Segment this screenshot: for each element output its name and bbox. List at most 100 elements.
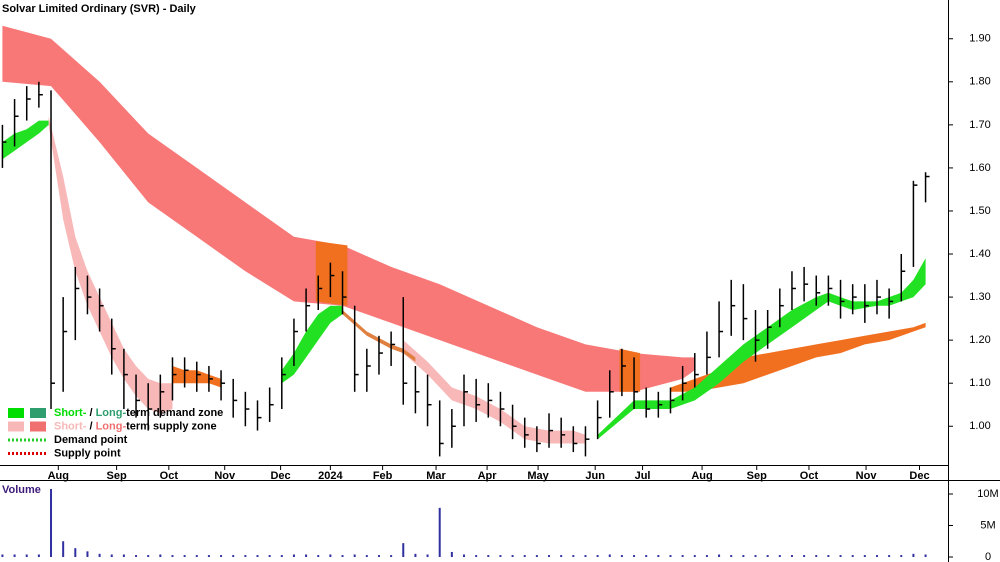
volume-bar xyxy=(681,555,684,557)
x-tick-label: Aug xyxy=(691,470,712,482)
volume-bar xyxy=(912,553,915,557)
legend-label-part: term demand zone xyxy=(126,407,223,419)
y-tick-label: 10M xyxy=(977,488,998,500)
y-tick-label: 1.80 xyxy=(969,76,990,88)
volume-bar xyxy=(171,555,174,557)
x-tick-label: Feb xyxy=(373,470,393,482)
x-tick-label: Mar xyxy=(426,470,446,482)
volume-bar xyxy=(135,555,138,557)
volume-bar xyxy=(608,554,611,557)
y-tick-label: 1.10 xyxy=(969,377,990,389)
volume-bar xyxy=(888,555,891,557)
x-tick-label: Aug xyxy=(48,470,69,482)
volume-bar xyxy=(426,554,429,557)
volume-bar xyxy=(560,555,563,557)
volume-bar xyxy=(402,543,405,557)
volume-bar xyxy=(548,555,551,557)
x-tick-label: Jun xyxy=(585,470,605,482)
volume-bar xyxy=(620,555,623,557)
y-tick-label: 1.40 xyxy=(969,248,990,260)
volume-bar xyxy=(475,555,478,557)
x-tick-label: Nov xyxy=(856,470,878,482)
volume-bar xyxy=(742,555,745,557)
zone-band xyxy=(281,305,343,384)
volume-bar xyxy=(244,555,247,557)
y-tick-label: 1.70 xyxy=(969,119,990,131)
zone-band xyxy=(597,258,926,440)
volume-bar xyxy=(511,555,514,557)
legend-swatch xyxy=(30,421,46,432)
x-tick-label: 2024 xyxy=(318,470,343,482)
volume-bar xyxy=(827,555,830,557)
volume-bar xyxy=(159,554,162,557)
y-tick-label: 1.90 xyxy=(969,33,990,45)
volume-bar xyxy=(50,488,53,557)
volume-bar xyxy=(718,554,721,557)
y-tick-label: 1.60 xyxy=(969,162,990,174)
volume-bar xyxy=(74,548,77,557)
volume-bar xyxy=(657,555,660,557)
volume-bar xyxy=(645,555,648,557)
legend-label-part: term supply zone xyxy=(126,420,216,432)
volume-bar xyxy=(790,555,793,557)
volume-panel: 0 5M 10M xyxy=(1,488,999,562)
x-tick-label: Jul xyxy=(635,470,651,482)
volume-bar xyxy=(803,555,806,557)
x-tick-label: Apr xyxy=(478,470,498,482)
volume-bar xyxy=(110,554,113,557)
volume-bar xyxy=(499,555,502,557)
volume-bar xyxy=(851,555,854,557)
volume-bar xyxy=(353,554,356,557)
y-tick-label: 1.20 xyxy=(969,334,990,346)
volume-bar xyxy=(220,555,223,557)
legend-label-part: Short- xyxy=(54,420,87,432)
volume-bar xyxy=(268,555,271,557)
volume-bar xyxy=(523,555,526,557)
volume-bar xyxy=(924,554,927,557)
zone-band xyxy=(403,340,586,444)
volume-bar xyxy=(147,555,150,557)
volume-bar xyxy=(839,555,842,557)
price-panel: 1.00 1.10 1.20 1.30 1.40 1.50 1.60 1.70 1.80 1.90… xyxy=(1,25,991,482)
x-tick-label: Dec xyxy=(909,470,929,482)
volume-bar xyxy=(25,554,28,557)
legend-label: Short- / Long-term demand zone xyxy=(54,407,223,419)
legend-label-part: / xyxy=(86,407,95,419)
volume-bar xyxy=(535,555,538,557)
y-tick-label: 5M xyxy=(980,519,995,531)
volume-bar xyxy=(37,554,40,557)
volume-bar xyxy=(693,555,696,557)
volume-bar xyxy=(207,555,210,557)
legend-label: Short- / Long-term supply zone xyxy=(54,420,217,432)
volume-bar xyxy=(438,507,441,557)
volume-bar xyxy=(98,553,101,557)
x-tick-label: Sep xyxy=(747,470,767,482)
volume-bar xyxy=(329,554,332,557)
y-tick-label: 0 xyxy=(985,551,991,562)
volume-bar xyxy=(450,551,453,557)
volume-bar xyxy=(86,551,89,557)
zone-band xyxy=(670,322,926,392)
zone-band xyxy=(315,241,348,306)
volume-bar xyxy=(183,555,186,557)
volume-bar xyxy=(487,555,490,557)
volume-bar xyxy=(815,555,818,557)
legend-label-part: Long- xyxy=(96,407,127,419)
legend-swatch xyxy=(8,421,24,432)
volume-bar xyxy=(596,555,599,557)
chart-title: Solvar Limited Ordinary (SVR) - Daily xyxy=(2,3,197,15)
volume-bar xyxy=(232,555,235,557)
volume-bar xyxy=(900,555,903,557)
volume-bar xyxy=(462,554,465,557)
volume-bar xyxy=(62,541,65,557)
volume-bar xyxy=(305,554,308,557)
volume-bar xyxy=(633,555,636,557)
legend-swatch xyxy=(8,408,24,418)
volume-bar xyxy=(365,555,368,557)
volume-bar xyxy=(292,554,295,557)
volume-title: Volume xyxy=(2,484,41,496)
legend-label-part: Short- xyxy=(54,407,87,419)
x-tick-label: Oct xyxy=(160,470,179,482)
y-tick-label: 1.50 xyxy=(969,205,990,217)
